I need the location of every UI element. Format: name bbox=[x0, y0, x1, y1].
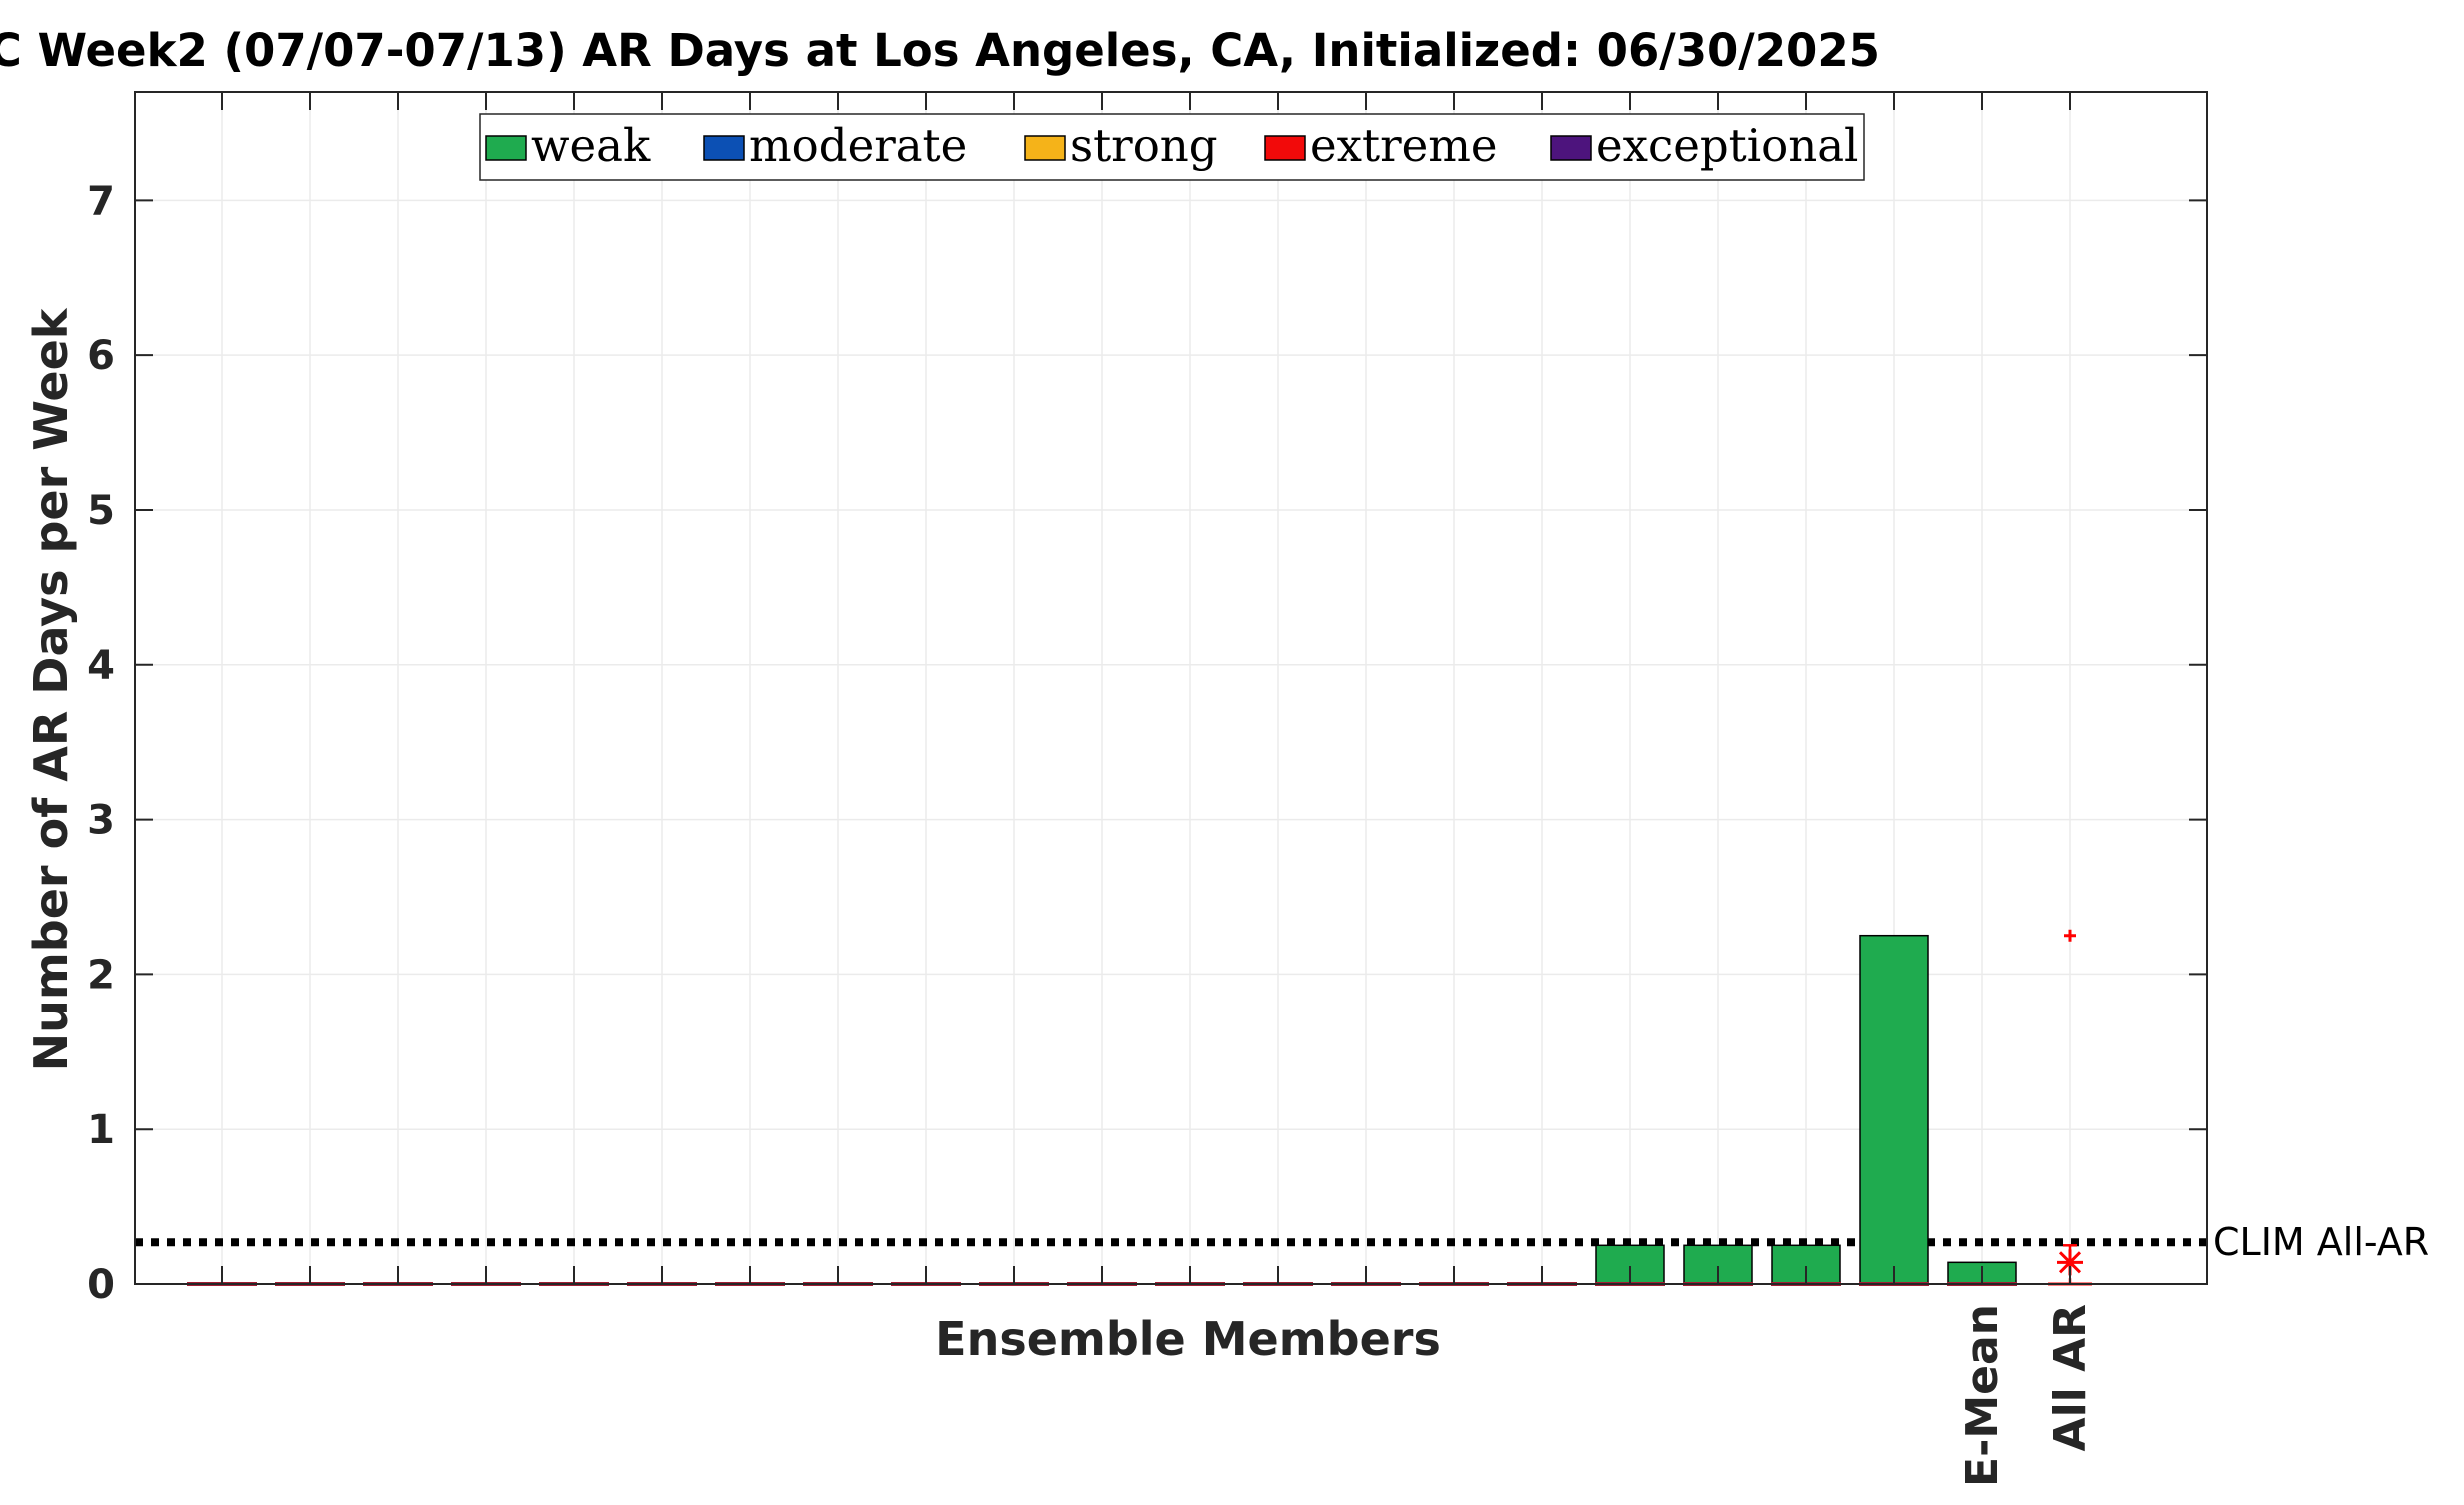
legend-swatch-moderate bbox=[703, 135, 745, 161]
grid bbox=[135, 92, 2207, 1285]
y-axis-label: Number of AR Days per Week bbox=[24, 307, 78, 1071]
x-tick-labels: E-Mean All AR bbox=[1957, 1304, 2096, 1487]
axes-frame bbox=[134, 91, 2208, 1285]
clim-line-group: CLIM All-AR bbox=[135, 1220, 2429, 1264]
y-tick-label: 0 bbox=[87, 1262, 115, 1308]
y-tick-label: 7 bbox=[87, 178, 115, 224]
y-tick-labels: 0 1 2 3 4 5 6 7 bbox=[87, 178, 115, 1308]
legend-swatch-extreme bbox=[1264, 135, 1306, 161]
y-tick-label: 1 bbox=[87, 1107, 115, 1153]
y-tick-label: 3 bbox=[87, 798, 115, 844]
legend-label-strong: strong bbox=[1070, 119, 1218, 172]
legend-label-extreme: extreme bbox=[1310, 119, 1498, 172]
ticks bbox=[135, 92, 2207, 1285]
y-tick-label: 2 bbox=[87, 952, 115, 998]
boxplot-outlier bbox=[2064, 929, 2076, 942]
x-axis-label: Ensemble Members bbox=[935, 1312, 1441, 1366]
chart-title: ECCC Week2 (07/07-07/13) AR Days at Los … bbox=[0, 24, 1880, 77]
y-tick-label: 4 bbox=[87, 643, 115, 689]
y-tick-label: 5 bbox=[87, 488, 115, 534]
x-tick-label: All AR bbox=[2045, 1304, 2096, 1451]
bar-weak bbox=[1859, 934, 1929, 1285]
y-tick-label: 6 bbox=[87, 333, 115, 379]
legend-label-moderate: moderate bbox=[749, 119, 967, 172]
legend: weak moderate strong extreme exceptional bbox=[479, 113, 1865, 181]
legend-swatch-weak bbox=[485, 135, 527, 161]
legend-swatch-strong bbox=[1024, 135, 1066, 161]
boxplot-mean-marker bbox=[2057, 1249, 2083, 1276]
legend-label-weak: weak bbox=[531, 119, 651, 172]
legend-label-exceptional: exceptional bbox=[1596, 119, 1858, 172]
legend-swatch-exceptional bbox=[1550, 135, 1592, 161]
x-tick-label: E-Mean bbox=[1957, 1304, 2008, 1487]
clim-label: CLIM All-AR bbox=[2213, 1220, 2429, 1264]
